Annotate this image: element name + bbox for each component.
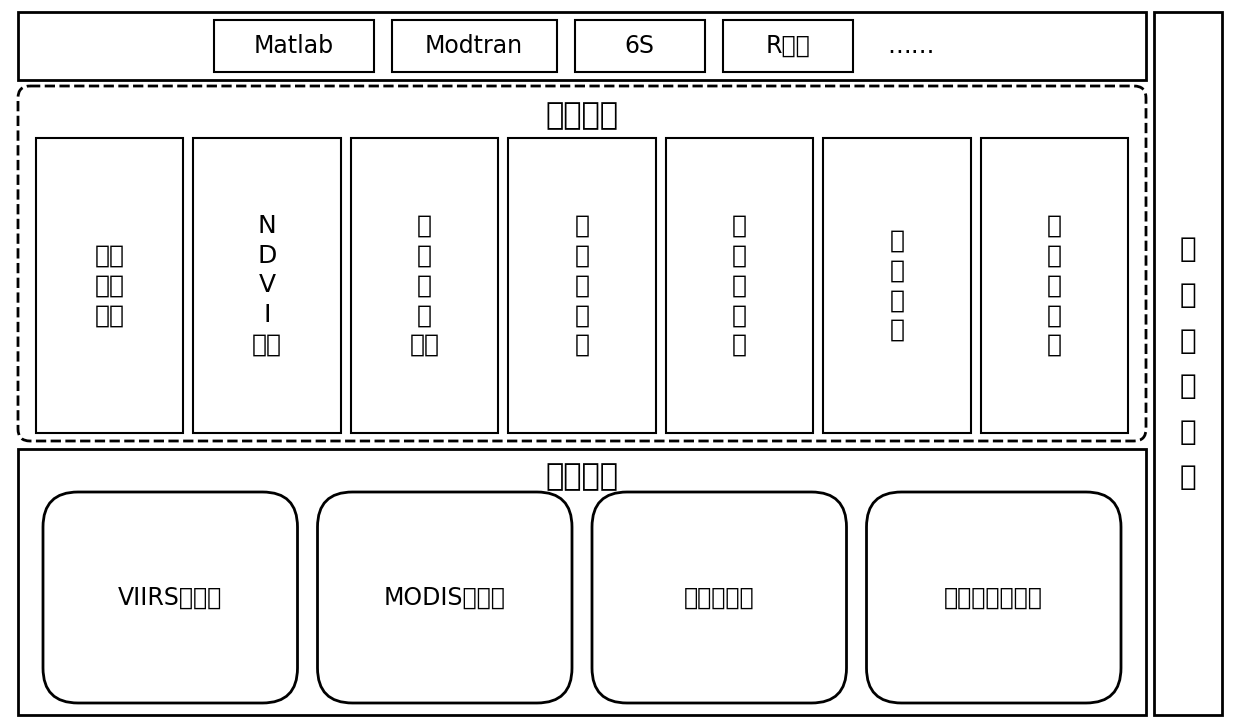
Bar [823,138,971,433]
Text: N
D
V
I
数据: N D V I 数据 [252,214,283,357]
Text: 覆
盖
类
型
数据: 覆 盖 类 型 数据 [409,214,439,357]
Text: 反
射
率
数
据: 反 射 率 数 据 [732,214,746,357]
Bar [1154,12,1221,715]
Bar [351,138,498,433]
Bar [508,138,656,433]
Text: MODIS传感器: MODIS传感器 [384,585,506,609]
Bar [574,20,704,72]
Text: Matlab: Matlab [253,34,334,58]
Bar [19,449,1146,715]
Bar [723,20,853,72]
FancyBboxPatch shape [19,86,1146,441]
Text: 气
溶
胶
数
据: 气 溶 胶 数 据 [1047,214,1061,357]
Bar [392,20,557,72]
Text: 发
射
率
数
据: 发 射 率 数 据 [574,214,589,357]
FancyBboxPatch shape [317,492,572,703]
Text: 6S: 6S [625,34,655,58]
FancyBboxPatch shape [867,492,1121,703]
FancyBboxPatch shape [591,492,847,703]
Bar [213,20,373,72]
Bar [19,12,1146,80]
Text: 实验室测量仪器: 实验室测量仪器 [945,585,1043,609]
Text: R语言: R语言 [765,34,810,58]
FancyBboxPatch shape [43,492,298,703]
Bar [981,138,1128,433]
Text: 地面监测站: 地面监测站 [684,585,755,609]
Text: 数
据
计
算
平
台: 数 据 计 算 平 台 [1179,236,1197,491]
Text: ……: …… [887,34,934,58]
Text: 遥感数据: 遥感数据 [546,102,619,131]
Bar [193,138,341,433]
Text: 气
象
数
据: 气 象 数 据 [889,229,904,342]
Bar [666,138,813,433]
Text: VIIRS传感器: VIIRS传感器 [118,585,222,609]
Bar [36,138,184,433]
Text: Modtran: Modtran [425,34,523,58]
Text: 原始
影像
数据: 原始 影像 数据 [94,244,125,327]
Text: 数据来源: 数据来源 [546,462,619,491]
